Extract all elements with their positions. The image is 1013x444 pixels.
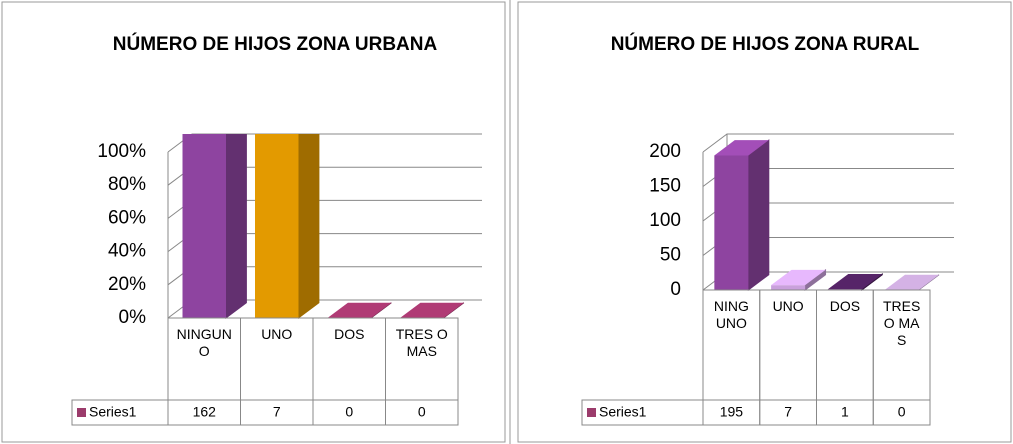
panel bbox=[517, 1, 1012, 443]
y-tick-label: 100% bbox=[97, 141, 146, 162]
category-label-box: TRES O MAS bbox=[882, 298, 921, 348]
y-tick-label: 200 bbox=[649, 141, 681, 162]
category-label-box: DOS bbox=[334, 326, 365, 342]
table-value: 162 bbox=[193, 404, 217, 420]
bars bbox=[182, 134, 465, 319]
y-tick-label: 100 bbox=[649, 210, 681, 231]
y-tick-label: 50 bbox=[660, 245, 681, 266]
bar-top bbox=[771, 269, 826, 286]
bar-top bbox=[827, 274, 883, 290]
table-value: 0 bbox=[418, 404, 426, 420]
category-label-box: UNO bbox=[261, 326, 293, 342]
category-label-box: NINGUNO bbox=[176, 326, 232, 359]
chart-title: NÚMERO DE HIJOS ZONA URBANA bbox=[112, 34, 438, 55]
y-tick-label: 0 bbox=[670, 279, 681, 300]
bar-side bbox=[747, 139, 770, 292]
chart-title: NÚMERO DE HIJOS ZONA RURAL bbox=[610, 34, 920, 55]
bar bbox=[182, 134, 226, 318]
bar bbox=[255, 134, 299, 318]
table-cell bbox=[71, 399, 169, 426]
table-value: 0 bbox=[898, 404, 906, 420]
table-cell bbox=[581, 399, 704, 426]
bar-side bbox=[298, 134, 320, 319]
bars bbox=[714, 139, 940, 292]
bar-top bbox=[327, 302, 392, 318]
chart-title-box: NÚMERO DE HIJOS ZONA URBANA bbox=[112, 34, 438, 55]
bar bbox=[771, 285, 806, 290]
category-label-box: NINGUNO bbox=[713, 298, 749, 331]
table-value: 7 bbox=[784, 404, 792, 420]
category-label-box: UNO bbox=[772, 298, 804, 314]
y-tick-label: 40% bbox=[108, 241, 146, 262]
y-tick-label: 20% bbox=[108, 274, 146, 295]
table-value: 1 bbox=[841, 404, 849, 420]
category-label: UNO bbox=[261, 326, 293, 342]
bar-top bbox=[884, 274, 940, 290]
legend-label: Series1 bbox=[599, 404, 647, 420]
y-tick-label: 0% bbox=[119, 307, 147, 328]
category-label: TRES O MAS bbox=[395, 326, 448, 359]
bar-top bbox=[400, 302, 464, 318]
chart-title-box: NÚMERO DE HIJOS ZONA RURAL bbox=[610, 34, 920, 55]
bar-top bbox=[714, 140, 769, 156]
bar-side bbox=[225, 134, 247, 319]
table-cell bbox=[872, 399, 931, 426]
category-label-box: DOS bbox=[829, 298, 861, 314]
legend-swatch bbox=[77, 408, 86, 417]
category-label: DOS bbox=[334, 326, 365, 342]
category-label: NINGUNO bbox=[176, 326, 232, 359]
category-label: DOS bbox=[829, 298, 861, 314]
legend-swatch bbox=[587, 408, 596, 417]
table-value: 0 bbox=[345, 404, 353, 420]
legend-label: Series1 bbox=[89, 404, 137, 420]
y-tick-label: 80% bbox=[108, 174, 146, 195]
category-label: UNO bbox=[772, 298, 804, 314]
category-label: NINGUNO bbox=[713, 298, 749, 331]
table-cell bbox=[385, 399, 459, 426]
category-label: TRES O MAS bbox=[882, 298, 921, 348]
category-label-box: TRES O MAS bbox=[395, 326, 448, 359]
table-value: 7 bbox=[273, 404, 281, 420]
y-tick-label: 60% bbox=[108, 207, 146, 228]
y-tick-label: 150 bbox=[649, 176, 681, 197]
bar bbox=[714, 155, 749, 290]
table-value: 195 bbox=[720, 404, 744, 420]
panel bbox=[1, 1, 506, 443]
